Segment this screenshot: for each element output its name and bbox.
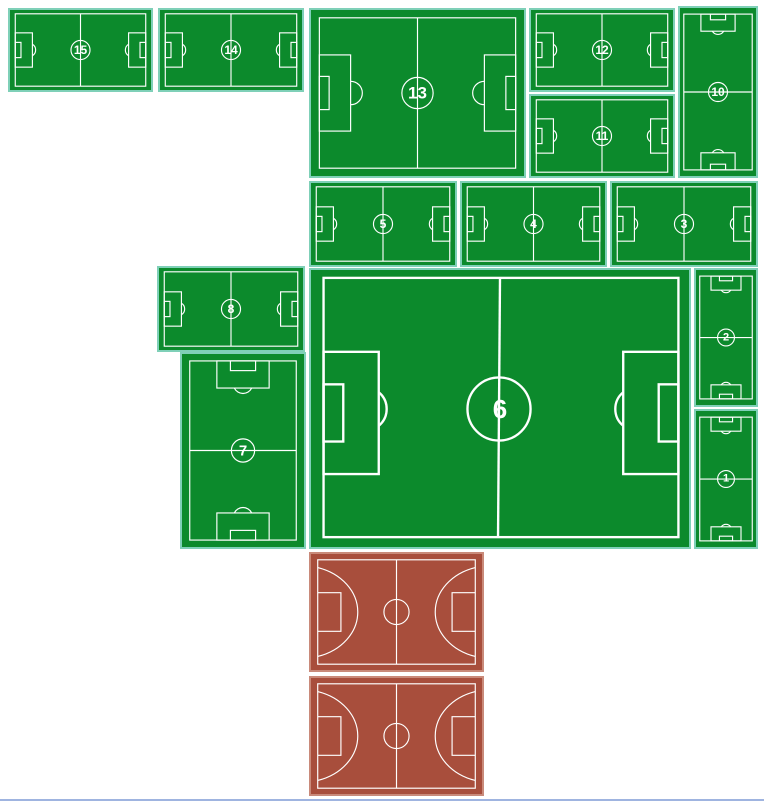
bottom-border	[0, 799, 764, 801]
basketball-court-1[interactable]	[309, 552, 484, 672]
soccer-field-7[interactable]: 7	[180, 352, 306, 549]
field-8-markings	[163, 271, 299, 347]
field-number-4: 4	[530, 217, 537, 231]
soccer-field-13[interactable]: 13	[309, 8, 526, 178]
field-7-markings	[189, 360, 297, 541]
soccer-field-4[interactable]: 4	[460, 181, 607, 267]
field-11-markings	[535, 99, 669, 173]
soccer-field-1[interactable]: 1	[694, 409, 758, 549]
field-number-11: 11	[595, 129, 609, 143]
field-number-5: 5	[379, 217, 387, 231]
basketball-court-2[interactable]	[309, 676, 484, 796]
basketball-court-2-markings	[317, 683, 476, 789]
field-number-6: 6	[492, 393, 508, 424]
soccer-field-2[interactable]: 2	[694, 268, 758, 407]
soccer-field-6[interactable]: 6	[309, 268, 691, 549]
field-number-7: 7	[238, 442, 248, 459]
soccer-field-3[interactable]: 3	[610, 181, 758, 267]
soccer-field-5[interactable]: 5	[309, 181, 457, 267]
field-number-10: 10	[711, 85, 725, 99]
field-4-markings	[466, 186, 601, 262]
soccer-field-14[interactable]: 14	[158, 8, 304, 92]
soccer-field-15[interactable]: 15	[8, 8, 153, 92]
soccer-field-12[interactable]: 12	[529, 8, 675, 92]
field-number-3: 3	[680, 217, 688, 231]
field-number-2: 2	[722, 331, 730, 343]
field-2-markings	[699, 275, 753, 400]
field-5-markings	[315, 186, 451, 262]
field-6-markings	[322, 276, 680, 539]
field-10-markings	[683, 13, 753, 171]
soccer-field-10[interactable]: 10	[678, 6, 758, 178]
field-3-markings	[616, 186, 752, 262]
field-14-markings	[164, 13, 298, 87]
basketball-court-1-markings	[317, 559, 476, 665]
field-number-13: 13	[408, 83, 427, 103]
field-number-14: 14	[224, 43, 238, 57]
field-number-8: 8	[227, 302, 235, 316]
field-number-12: 12	[595, 43, 609, 57]
field-15-markings	[14, 13, 147, 87]
soccer-field-11[interactable]: 11	[529, 94, 675, 178]
soccer-field-8[interactable]: 8	[157, 266, 305, 352]
field-13-markings	[318, 17, 517, 169]
field-12-markings	[535, 13, 669, 87]
field-number-15: 15	[73, 43, 88, 57]
field-1-markings	[699, 416, 753, 542]
field-number-1: 1	[722, 472, 730, 485]
